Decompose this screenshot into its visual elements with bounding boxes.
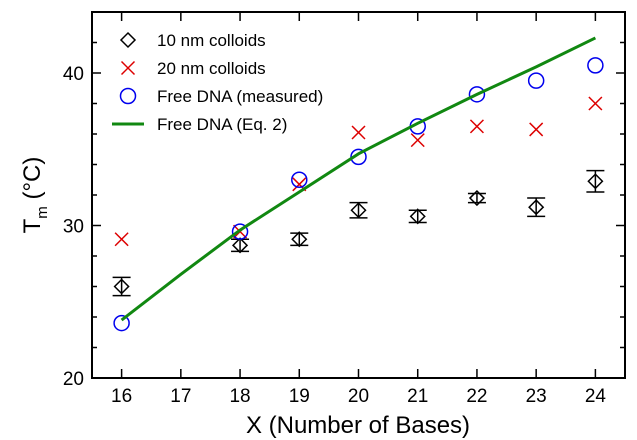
data-point — [409, 208, 426, 225]
data-point — [587, 57, 604, 74]
x-tick-label: 22 — [466, 386, 487, 407]
svg-text:Tm (°C): Tm (°C) — [19, 157, 51, 234]
y-axis-title-sub: m — [34, 206, 51, 219]
data-point — [528, 199, 545, 216]
data-point — [410, 133, 425, 148]
y-axis-title-unit: (°C) — [19, 157, 46, 200]
legend-label: Free DNA (measured) — [157, 87, 323, 106]
legend: 10 nm colloids 20 nm colloids Free DNA (me… — [112, 31, 323, 134]
legend-marker — [120, 60, 136, 76]
data-point — [114, 232, 129, 247]
x-tick-label: 16 — [111, 386, 132, 407]
x-tick-label: 18 — [229, 386, 250, 407]
y-tick-label: 30 — [63, 217, 84, 238]
data-point-stroke-b — [351, 125, 366, 140]
series-1 — [114, 96, 603, 247]
legend-marker-stroke-b — [120, 60, 136, 76]
x-tick-label: 20 — [348, 386, 369, 407]
series-0 — [112, 169, 605, 297]
data-point-stroke-b — [529, 122, 544, 137]
fit-line — [120, 36, 597, 322]
data-point — [469, 119, 484, 134]
y-tick-label: 20 — [63, 369, 84, 390]
x-axis-title: X (Number of Bases) — [246, 412, 470, 439]
legend-label: Free DNA (Eq. 2) — [157, 115, 287, 134]
data-point-stroke-b — [588, 96, 603, 111]
data-point — [350, 202, 367, 219]
data-point-stroke-b — [114, 232, 129, 247]
legend-marker — [119, 87, 137, 105]
y-axis-title: Tm (°C) — [19, 157, 51, 234]
legend-label: 20 nm colloids — [157, 59, 266, 78]
data-point — [529, 122, 544, 137]
x-tick-label: 19 — [289, 386, 310, 407]
x-tick-label: 23 — [526, 386, 547, 407]
data-point — [468, 189, 486, 207]
data-point — [527, 72, 545, 89]
axis-ticks: 16 17 18 19 20 21 22 23 24 20 30 40 — [63, 11, 625, 407]
data-point — [588, 96, 603, 111]
data-point — [587, 173, 604, 190]
data-point-stroke-b — [469, 119, 484, 134]
data-point — [231, 223, 249, 240]
data-point — [291, 231, 308, 248]
legend-label: 10 nm colloids — [157, 31, 266, 50]
y-axis-title-main: T — [19, 218, 46, 233]
x-tick-label: 24 — [585, 386, 607, 407]
data-point — [291, 171, 308, 188]
data-point-stroke-b — [410, 133, 425, 148]
data-point — [468, 86, 486, 103]
series-2 — [113, 57, 604, 332]
series-3 — [120, 36, 597, 322]
data-point — [351, 125, 366, 140]
x-tick-label: 21 — [407, 386, 428, 407]
data-point — [113, 314, 130, 332]
y-tick-label: 40 — [63, 64, 84, 85]
y-axis-title-space — [19, 200, 46, 207]
x-tick-label: 17 — [170, 386, 191, 407]
data-point — [231, 237, 249, 254]
data-point-stroke-b — [292, 177, 307, 192]
series-layer — [112, 36, 605, 332]
data-point — [113, 278, 130, 295]
legend-marker — [119, 31, 137, 49]
